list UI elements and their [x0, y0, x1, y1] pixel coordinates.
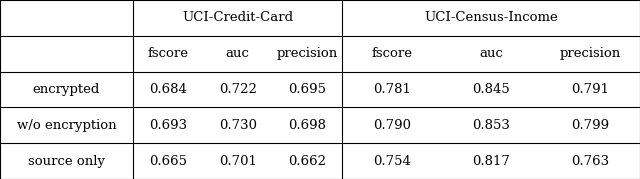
Text: encrypted: encrypted [33, 83, 100, 96]
Text: 0.791: 0.791 [572, 83, 609, 96]
Text: 0.790: 0.790 [373, 119, 411, 132]
Text: 0.695: 0.695 [289, 83, 326, 96]
Text: 0.698: 0.698 [289, 119, 326, 132]
Text: fscore: fscore [371, 47, 413, 60]
Text: w/o encryption: w/o encryption [17, 119, 116, 132]
Text: 0.763: 0.763 [572, 155, 609, 168]
Text: 0.845: 0.845 [472, 83, 510, 96]
Text: 0.701: 0.701 [219, 155, 257, 168]
Text: 0.853: 0.853 [472, 119, 510, 132]
Text: 0.684: 0.684 [149, 83, 187, 96]
Text: fscore: fscore [147, 47, 189, 60]
Text: UCI-Census-Income: UCI-Census-Income [424, 11, 558, 24]
Text: 0.754: 0.754 [373, 155, 411, 168]
Text: 0.665: 0.665 [149, 155, 187, 168]
Text: precision: precision [560, 47, 621, 60]
Text: 0.817: 0.817 [472, 155, 510, 168]
Text: auc: auc [479, 47, 503, 60]
Text: 0.781: 0.781 [373, 83, 411, 96]
Text: 0.662: 0.662 [289, 155, 326, 168]
Text: 0.799: 0.799 [572, 119, 609, 132]
Text: precision: precision [277, 47, 338, 60]
Text: source only: source only [28, 155, 105, 168]
Text: UCI-Credit-Card: UCI-Credit-Card [182, 11, 293, 24]
Text: 0.722: 0.722 [219, 83, 257, 96]
Text: 0.730: 0.730 [219, 119, 257, 132]
Text: 0.693: 0.693 [149, 119, 187, 132]
Text: auc: auc [226, 47, 250, 60]
